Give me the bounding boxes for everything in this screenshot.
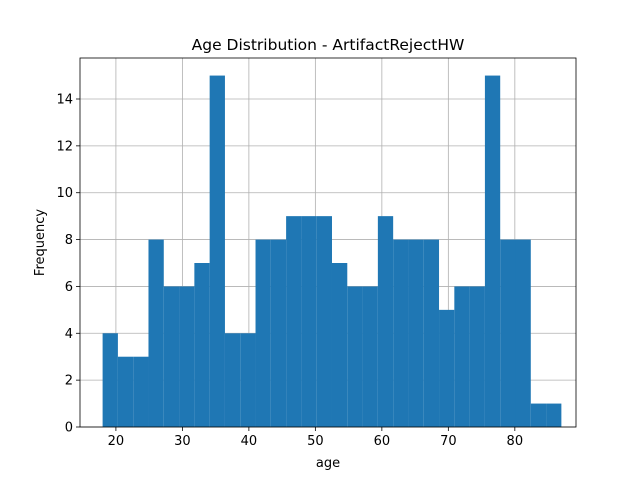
histogram-bar (347, 286, 363, 427)
x-tick-label: 40 (241, 434, 258, 449)
histogram-bar (439, 309, 455, 427)
y-tick-label: 14 (56, 93, 73, 108)
y-tick-label: 10 (56, 186, 73, 201)
y-tick-label: 2 (65, 374, 73, 389)
histogram-bar (133, 356, 149, 427)
histogram-bar (500, 239, 516, 427)
y-axis-label: Frequency (33, 209, 48, 276)
histogram-bar (224, 333, 241, 427)
x-tick-label: 50 (307, 434, 324, 449)
histogram-bar (515, 239, 531, 427)
histogram-bar (377, 216, 394, 427)
histogram-bar (117, 356, 134, 427)
x-tick-label: 80 (507, 434, 524, 449)
histogram-bar (179, 286, 195, 427)
histogram-bar (393, 239, 409, 427)
x-tick-label: 30 (174, 434, 191, 449)
histogram-bar (331, 263, 348, 427)
histogram-bar (530, 403, 547, 427)
histogram-bar (209, 75, 225, 428)
histogram-bar (362, 286, 378, 427)
histogram-bar (423, 239, 440, 427)
histogram-bar (255, 239, 271, 427)
x-tick-label: 60 (374, 434, 391, 449)
histogram-bar (194, 263, 210, 427)
histogram-bar (546, 403, 562, 427)
y-tick-label: 6 (65, 280, 73, 295)
plot-frame (79, 57, 577, 428)
y-tick-label: 8 (65, 233, 73, 248)
x-tick-label: 20 (108, 434, 125, 449)
histogram-bars (102, 75, 562, 428)
histogram-bar (163, 286, 180, 427)
histogram-bar (286, 216, 302, 427)
histogram-bar (408, 239, 424, 427)
histogram-bar (301, 216, 317, 427)
y-tick-label: 4 (65, 327, 73, 342)
y-axis-ticks: 0 2 4 6 8 10 12 14 (56, 93, 80, 436)
histogram-bar (240, 333, 256, 427)
histogram-bar (316, 216, 332, 427)
chart-title: Age Distribution - ArtifactRejectHW (192, 36, 465, 54)
y-tick-label: 0 (65, 421, 73, 436)
x-axis-label: age (316, 456, 340, 471)
histogram-bar (469, 286, 485, 427)
x-axis-ticks: 20 30 40 50 60 70 80 (108, 427, 523, 449)
histogram-bar (270, 239, 287, 427)
histogram-bar (148, 239, 164, 427)
histogram-bar (454, 286, 470, 427)
histogram-bar (102, 333, 118, 427)
x-tick-label: 70 (440, 434, 457, 449)
y-tick-label: 12 (56, 139, 73, 154)
histogram-bar (484, 75, 501, 428)
